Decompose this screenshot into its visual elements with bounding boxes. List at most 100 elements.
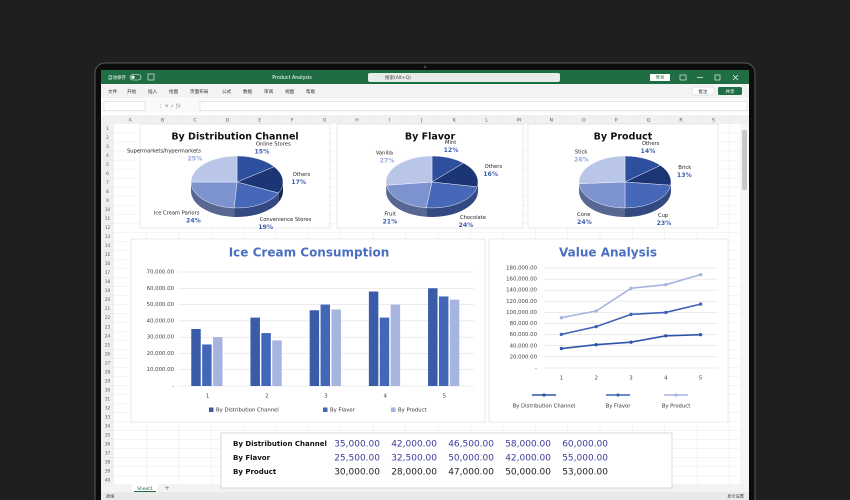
close-icon[interactable] <box>732 74 739 81</box>
x-tick-label: 4 <box>664 376 668 382</box>
add-sheet[interactable]: + <box>164 485 169 492</box>
x-tick-label: 3 <box>629 376 632 382</box>
row-header: 2 <box>106 135 109 140</box>
y-tick-label: - <box>535 366 537 372</box>
x-tick-label: 2 <box>594 376 597 382</box>
column-header: M <box>517 117 521 123</box>
slice-value-label: 24% <box>577 219 592 226</box>
chart-area <box>130 238 486 423</box>
row-header: 39 <box>105 469 111 474</box>
row-header: 19 <box>105 288 111 293</box>
slice-value-label: 24% <box>186 218 201 225</box>
table-cell: 50,000.00 <box>448 454 494 464</box>
row-header: 15 <box>105 252 111 257</box>
pie-slice <box>236 166 284 194</box>
display-settings[interactable]: 显示设置 <box>727 492 744 499</box>
y-tick-label: 60,000.00 <box>510 332 538 338</box>
comment-button[interactable] <box>691 86 715 96</box>
menu-item[interactable]: 文件 <box>108 88 118 95</box>
row-header: 37 <box>105 451 111 456</box>
row-header: 34 <box>105 423 111 428</box>
menu-item[interactable]: 页面布局 <box>190 88 209 95</box>
table-cell: 25,500.00 <box>334 454 380 464</box>
table-frame <box>220 432 673 489</box>
slice-value-label: 15% <box>254 149 269 156</box>
line-marker <box>664 334 668 338</box>
table-row-label: By Flavor <box>233 454 271 462</box>
legend-marker <box>616 393 620 397</box>
chart-title: By Distribution Channel <box>171 132 298 143</box>
search-box[interactable] <box>368 73 560 82</box>
menu-item[interactable]: 绘图 <box>169 88 179 95</box>
y-tick-label: 80,000.00 <box>510 321 538 327</box>
table-row-label: By Distribution Channel <box>233 440 327 448</box>
y-tick-label: 10,000.00 <box>147 367 175 373</box>
menu-item[interactable]: 插入 <box>148 88 158 95</box>
slice-value-label: 16% <box>483 171 498 178</box>
row-header: 16 <box>105 261 111 266</box>
name-box[interactable] <box>103 101 146 111</box>
line-marker <box>559 332 564 337</box>
table-cell: 32,500.00 <box>391 454 437 464</box>
slice-label: Ice Cream Parlors <box>154 211 200 217</box>
slice-value-label: 12% <box>444 147 459 154</box>
maximize-icon[interactable] <box>714 74 721 81</box>
table-cell: 53,000.00 <box>562 468 608 478</box>
slice-label: Others <box>485 164 503 170</box>
formula-icons: ⋮ ✕ ✓ ƒx <box>158 104 181 110</box>
legend-swatch <box>209 407 214 412</box>
menu-item[interactable]: 开始 <box>127 88 137 95</box>
share-label: 共享 <box>726 88 735 95</box>
row-header: 6 <box>106 171 109 176</box>
menu-item[interactable]: 公式 <box>222 88 232 95</box>
menu-item[interactable]: 数据 <box>243 88 253 95</box>
formula-input[interactable] <box>199 101 748 111</box>
row-header: 11 <box>105 216 111 221</box>
scroll-thumb[interactable] <box>742 130 747 190</box>
toggle-knob <box>131 75 135 79</box>
column-header: Q <box>647 117 651 123</box>
row-header: 18 <box>105 279 111 284</box>
y-tick-label: 180,000.00 <box>506 266 537 272</box>
legend-label: By Distribution Channel <box>216 408 279 414</box>
y-tick-label: 70,000.00 <box>147 270 175 276</box>
table-cell: 42,000.00 <box>391 440 437 450</box>
ribbon-display-icon[interactable] <box>679 74 687 81</box>
slice-value-label: 27% <box>380 157 395 164</box>
pie-slice <box>624 181 671 209</box>
line-marker <box>594 342 598 347</box>
slice-label: Online Stores <box>256 142 291 148</box>
row-header: 28 <box>105 369 111 374</box>
row-header-bar <box>101 115 114 485</box>
slice-label: Vanilla <box>376 150 393 156</box>
row-header: 9 <box>106 198 109 203</box>
status-bar <box>101 492 749 500</box>
save-icon[interactable] <box>147 73 155 81</box>
slice-value-label: 17% <box>291 179 306 186</box>
row-header: 20 <box>105 297 111 302</box>
menu-item[interactable]: 视图 <box>285 88 295 95</box>
autosave-toggle[interactable] <box>129 74 142 81</box>
y-tick-label: 160,000.00 <box>506 277 537 283</box>
row-header: 24 <box>105 333 111 338</box>
bar <box>261 333 271 386</box>
pie-slice <box>578 155 626 184</box>
column-header: B <box>161 117 164 123</box>
row-header: 4 <box>106 153 109 158</box>
slice-side <box>386 185 427 217</box>
vertical-scrollbar[interactable] <box>740 124 749 485</box>
table-cell: 50,000.00 <box>505 468 551 478</box>
sign-in-button[interactable] <box>650 74 670 81</box>
sheet-tab[interactable] <box>132 484 158 492</box>
table-cell: 47,000.00 <box>448 468 494 478</box>
menu-item[interactable]: 审阅 <box>264 88 274 95</box>
table-row-label: By Product <box>233 468 277 476</box>
pie-slice <box>431 162 479 188</box>
slice-value-label: 21% <box>383 218 398 225</box>
share-button[interactable] <box>718 87 742 95</box>
pie-slice <box>233 181 279 209</box>
bar <box>449 299 460 386</box>
x-tick-label: 1 <box>560 376 563 382</box>
bar <box>213 337 223 386</box>
menu-item[interactable]: 帮助 <box>306 88 316 95</box>
